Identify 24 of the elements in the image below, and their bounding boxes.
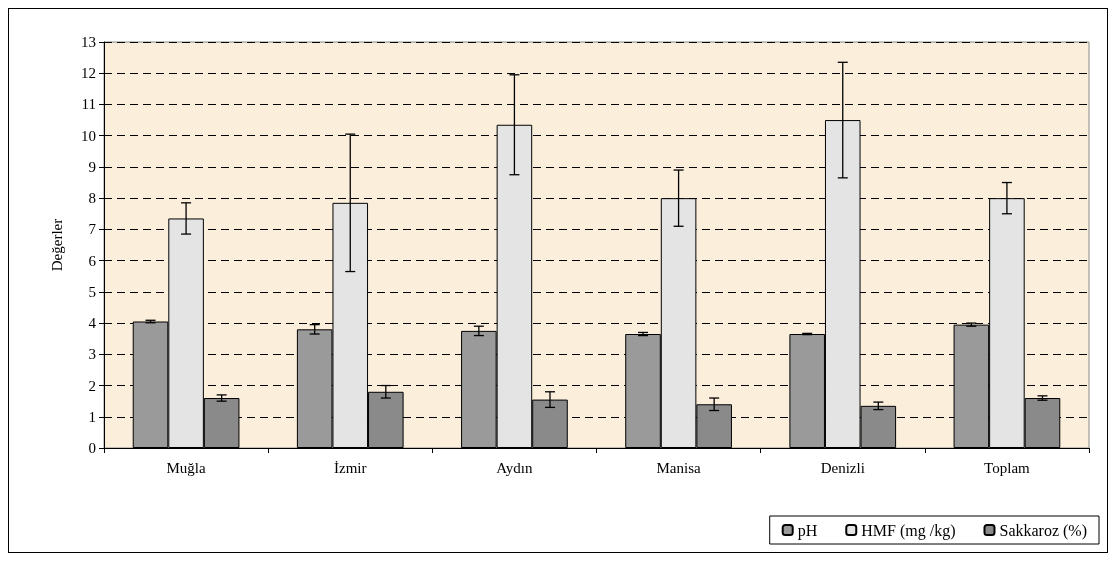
y-axis-title: Değerler: [48, 218, 65, 272]
y-tick-label: 11: [81, 96, 96, 113]
y-tick-label: 6: [88, 252, 97, 269]
y-tick-label: 5: [88, 283, 96, 300]
y-tick-label: 8: [88, 190, 96, 207]
legend-label: pH: [797, 521, 818, 540]
x-tick-label: Manisa: [656, 459, 701, 476]
y-tick-label: 13: [81, 34, 96, 50]
legend-label: HMF (mg /kg): [861, 521, 956, 540]
x-tick-label: Toplam: [984, 459, 1031, 476]
y-tick-label: 0: [88, 440, 96, 456]
y-tick-label: 3: [88, 346, 96, 363]
y-tick-label: 2: [88, 377, 96, 394]
x-tick-label: Aydın: [496, 459, 533, 476]
x-tick-label: İzmir: [334, 459, 367, 476]
y-tick-label: 4: [88, 315, 97, 332]
x-tick-label: Denizli: [820, 459, 865, 476]
y-tick-label: 10: [81, 127, 96, 144]
y-tick-label: 9: [88, 158, 96, 175]
x-tick-label: Muğla: [166, 459, 206, 476]
y-tick-label: 1: [88, 408, 96, 425]
legend-label: Sakkaroz (%): [999, 521, 1087, 540]
y-tick-label: 12: [81, 65, 96, 82]
y-tick-label: 7: [88, 221, 97, 238]
